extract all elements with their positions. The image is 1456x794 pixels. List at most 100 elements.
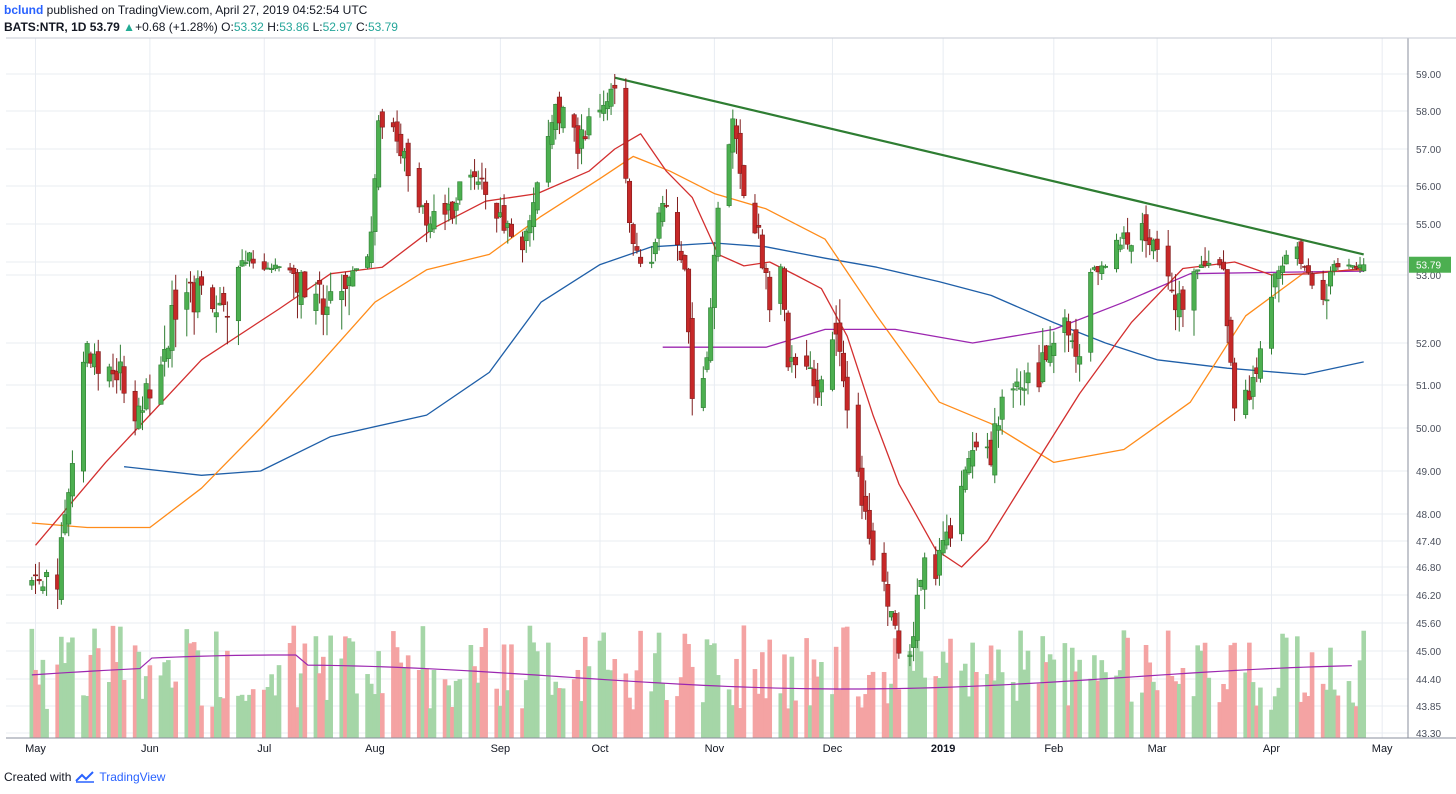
candle-body (638, 256, 644, 264)
volume-bar (870, 671, 876, 738)
candle-body (1021, 388, 1027, 391)
candle-body (1165, 245, 1171, 277)
volume-bar (505, 690, 511, 738)
candle-body (261, 261, 267, 270)
volume-bar (553, 681, 559, 738)
volume-bar (416, 669, 422, 738)
volume-bar (1044, 662, 1049, 738)
volume-bar (140, 698, 145, 738)
volume-bar (970, 642, 975, 738)
volume-bar (55, 664, 60, 738)
candle-body (896, 630, 902, 654)
candle-body (663, 205, 669, 207)
volume-bar (985, 674, 990, 738)
volume-bar (763, 698, 769, 738)
candle-body (523, 230, 529, 242)
last-price: 53.79 (89, 20, 120, 34)
volume-bar (767, 639, 773, 738)
volume-bar (88, 654, 94, 738)
volume-bar (328, 635, 333, 738)
candle-body (173, 289, 179, 320)
volume-bar (597, 640, 603, 738)
candle-body (807, 367, 813, 370)
candle-body (715, 207, 721, 257)
candle-body (829, 339, 835, 390)
volume-bar (95, 648, 101, 738)
volume-bar (402, 667, 407, 738)
candle-body (1335, 263, 1341, 268)
y-tick-label: 55.00 (1416, 220, 1441, 231)
volume-bars (29, 625, 1367, 738)
candle-body (1180, 289, 1186, 310)
volume-bar (1350, 702, 1355, 738)
candle-body (33, 574, 39, 577)
candle-body (147, 389, 153, 399)
x-tick-label: May (1372, 743, 1393, 755)
ma50-line (31, 155, 1364, 529)
volume-bar (494, 688, 499, 738)
volume-bar (501, 644, 507, 738)
volume-bar (579, 701, 584, 738)
volume-bar (114, 662, 119, 738)
volume-bar (630, 709, 636, 738)
x-tick-label: May (25, 743, 46, 755)
volume-bar (457, 679, 463, 738)
volume-bar (239, 694, 245, 738)
candle-body (995, 425, 1001, 431)
author-link[interactable]: bclund (4, 3, 44, 17)
volume-bar (944, 662, 950, 738)
volume-bar (1051, 659, 1057, 738)
volume-bar (498, 705, 503, 738)
candle-body (914, 594, 920, 641)
tradingview-logo-icon[interactable] (75, 771, 95, 783)
x-tick-label: Feb (1044, 743, 1063, 755)
created-with-text: Created with (4, 770, 72, 784)
candle-body (213, 312, 219, 318)
volume-bar (59, 636, 64, 738)
candle-body (582, 136, 588, 140)
candle-body (1298, 241, 1304, 264)
volume-bar (380, 693, 385, 738)
volume-bar (81, 695, 86, 738)
open-label: O: (221, 20, 234, 34)
volume-bar (1324, 689, 1330, 738)
volume-bar (704, 639, 710, 738)
x-tick-label: 2019 (931, 743, 955, 755)
volume-bar (1283, 637, 1289, 738)
axes: 59.0058.0057.0056.0055.0054.0053.0052.00… (6, 37, 1456, 755)
candle-body (379, 111, 385, 128)
volume-bar (199, 705, 204, 738)
volume-bar (534, 651, 540, 738)
volume-bar (966, 696, 972, 738)
volume-bar (1357, 660, 1363, 738)
volume-bar (1272, 696, 1278, 738)
volume-bar (653, 653, 658, 738)
candle-body (508, 223, 514, 237)
candle-body (69, 463, 75, 497)
volume-bar (675, 696, 680, 738)
x-tick-label: Jun (141, 743, 159, 755)
volume-bar (915, 625, 920, 738)
volume-bar (276, 665, 282, 738)
volume-bar (833, 646, 839, 738)
open-value: 53.32 (233, 20, 264, 34)
volume-bar (121, 679, 127, 738)
y-tick-label: 53.00 (1416, 271, 1441, 282)
tradingview-brand-link[interactable]: TradingView (99, 770, 166, 784)
candle-body (405, 142, 411, 177)
candle-body (40, 586, 46, 591)
candle-body (1324, 299, 1330, 302)
candle-body (36, 579, 42, 582)
volume-bar (1320, 683, 1326, 738)
volume-bar (1014, 700, 1020, 738)
volume-bar (1206, 677, 1212, 738)
volume-bar (808, 705, 813, 738)
volume-bar (1232, 642, 1237, 738)
volume-bar (479, 646, 485, 738)
volume-bar (1250, 682, 1256, 738)
volume-bar (881, 671, 887, 738)
candle-body (1276, 270, 1282, 279)
candle-body (545, 136, 551, 183)
volume-bar (811, 659, 817, 738)
